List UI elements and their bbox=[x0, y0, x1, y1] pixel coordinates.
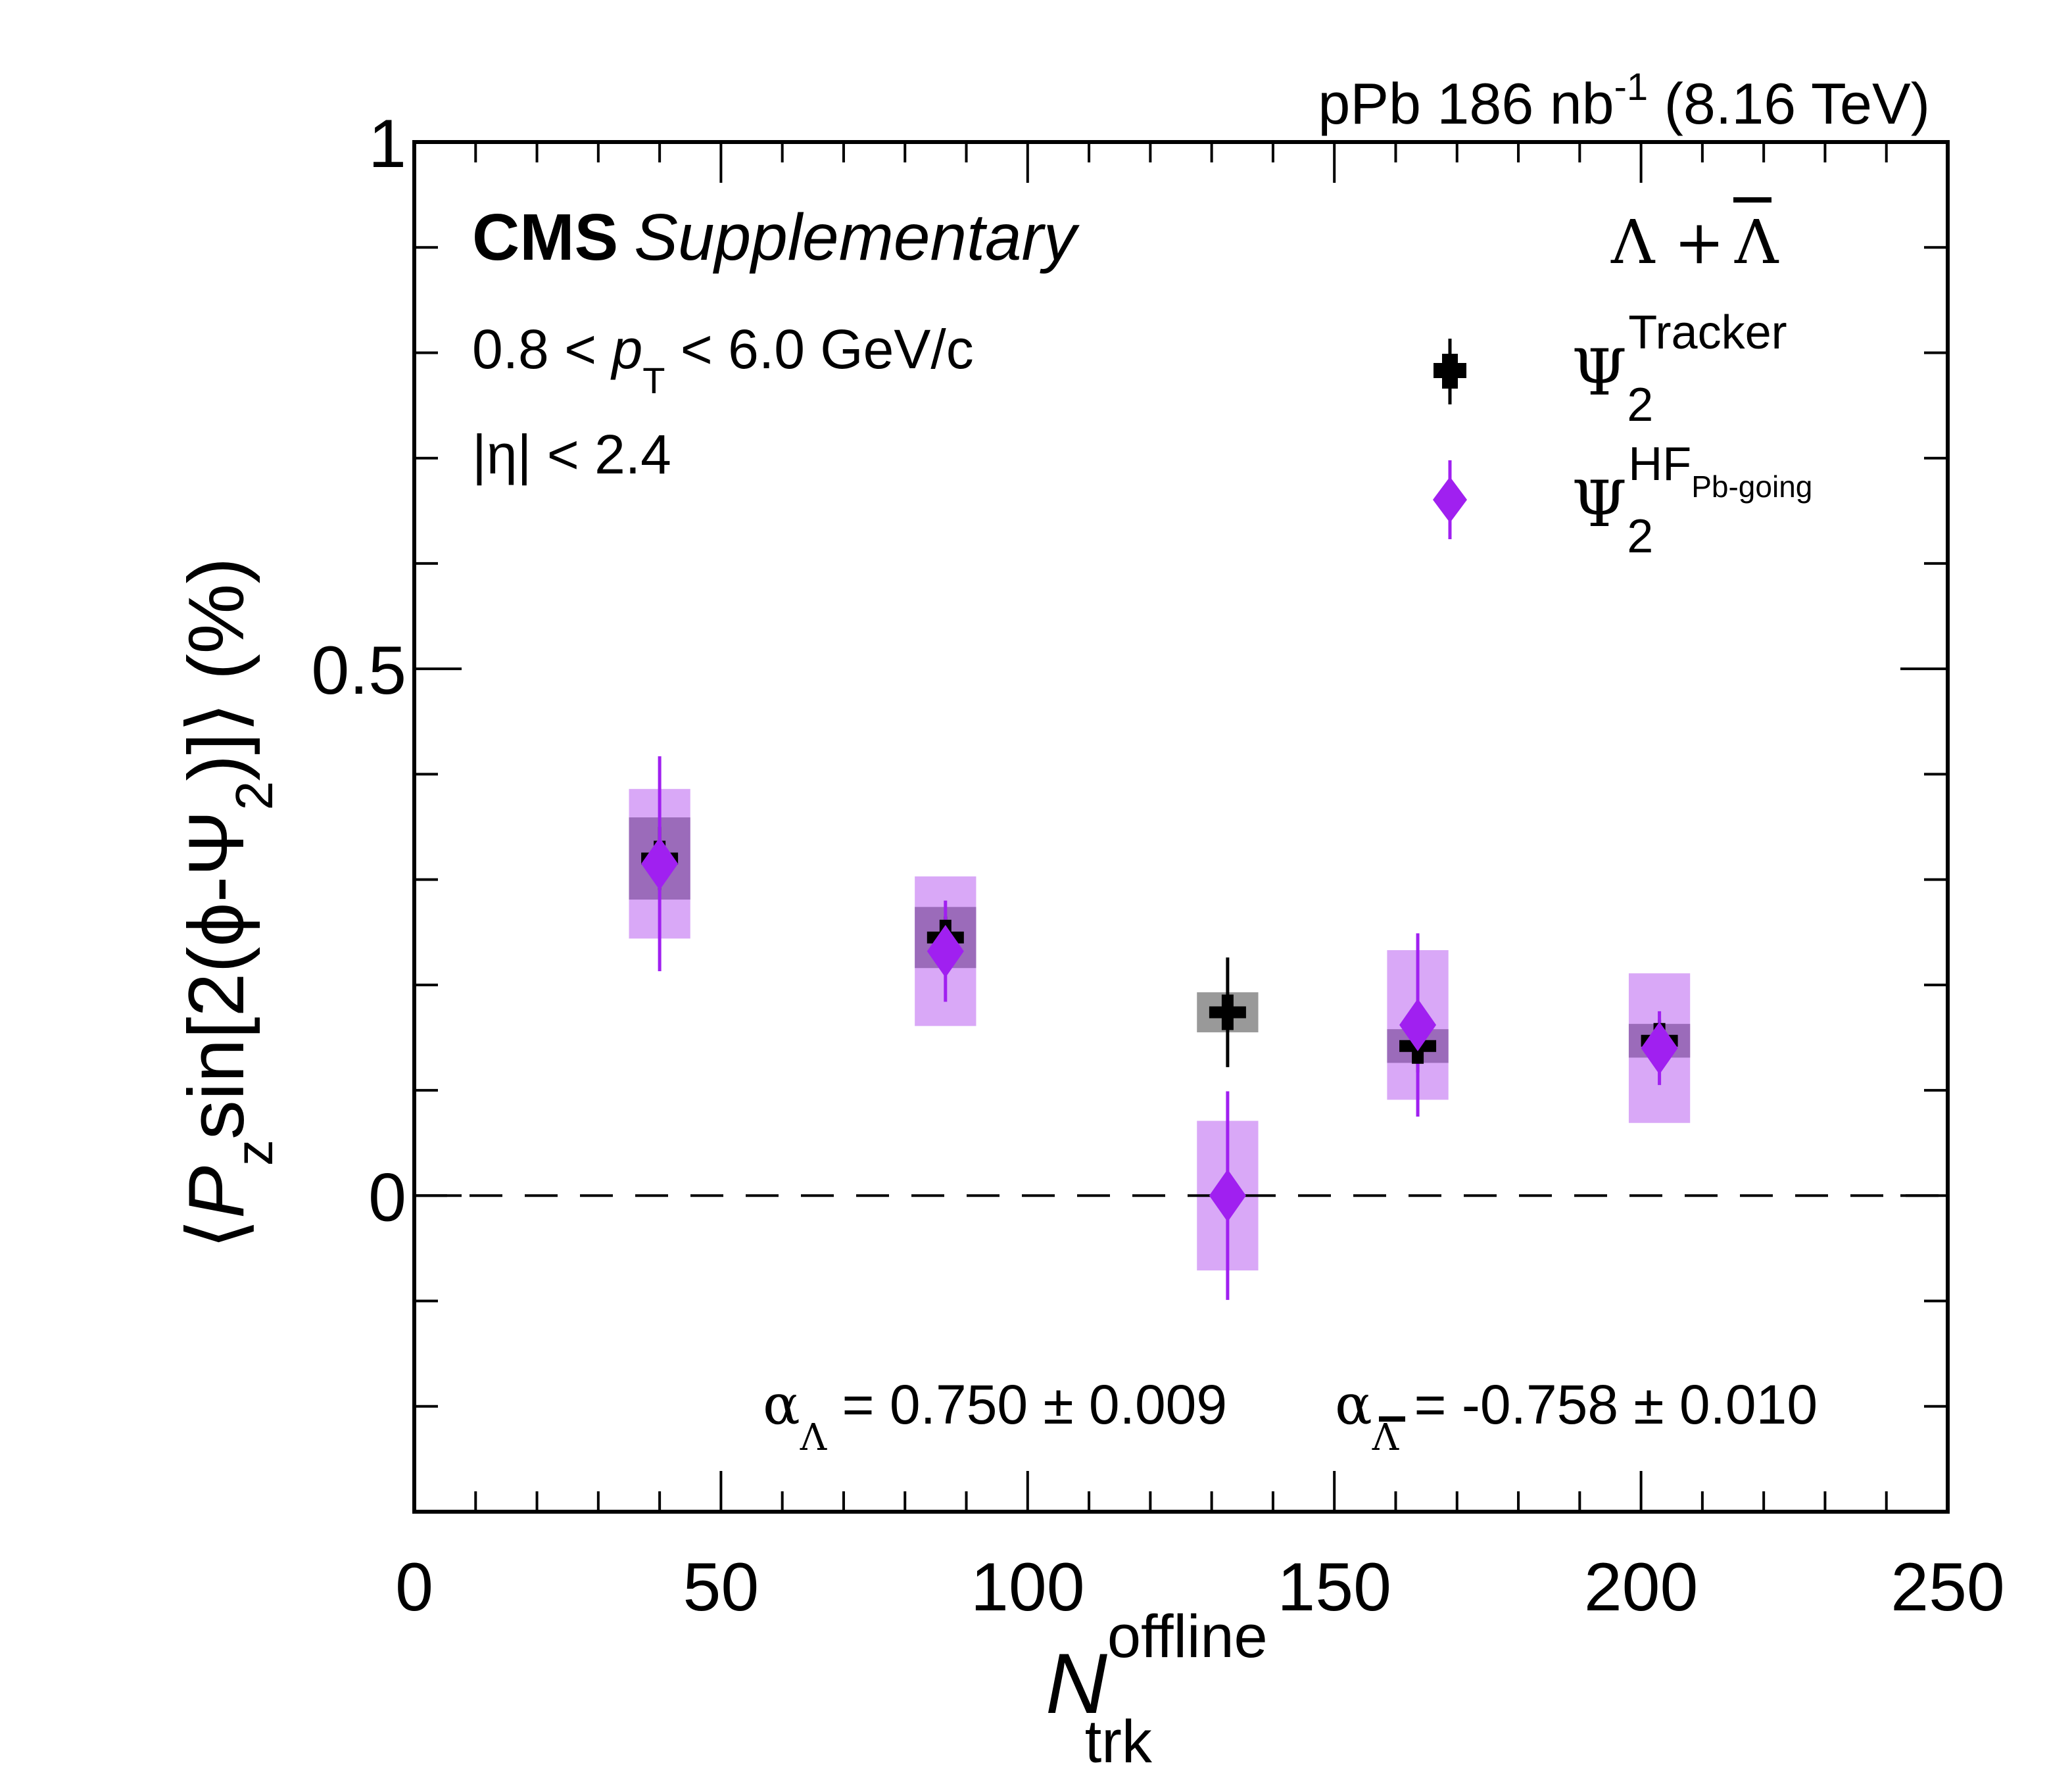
tracker-cross-marker-v bbox=[1221, 994, 1234, 1030]
x-tick-label: 250 bbox=[1891, 1549, 2005, 1625]
plot-frame bbox=[412, 140, 1950, 1514]
y-tick-label: 0.5 bbox=[311, 633, 406, 709]
markers bbox=[641, 837, 1678, 1222]
x-tick-label: 0 bbox=[395, 1549, 433, 1625]
legend-entry-tracker: Ψ2Tracker bbox=[1434, 306, 1787, 431]
hf-diamond-marker bbox=[1209, 1169, 1246, 1222]
experiment-label: CMS Supplementary bbox=[472, 201, 1080, 274]
axis-tick-labels: 0 50 100 150 200 250 0 0.5 1 bbox=[311, 106, 2004, 1625]
hf-diamond-marker bbox=[1399, 998, 1437, 1051]
legend-hf-diamond bbox=[1433, 477, 1467, 523]
legend: Ψ2Tracker Ψ2HFPb-going bbox=[1433, 306, 1812, 563]
legend-tracker-cross-v bbox=[1442, 354, 1458, 389]
luminosity-label: pPb 186 nb-1 (8.16 TeV) bbox=[1318, 66, 1930, 136]
x-tick-label: 50 bbox=[683, 1549, 759, 1625]
particle-label: Λ + Λ bbox=[1610, 197, 1779, 277]
y-tick-label: 0 bbox=[368, 1159, 406, 1236]
x-axis-label: Noffline trk bbox=[1046, 1603, 1268, 1775]
antilambda-subscript-bar bbox=[1379, 1416, 1405, 1422]
y-tick-label: 1 bbox=[368, 106, 406, 182]
legend-entry-hf: Ψ2HFPb-going bbox=[1433, 438, 1812, 563]
alpha-lambda-label: αΛ = 0.750 ± 0.009 bbox=[763, 1372, 1227, 1459]
alpha-annotation: αΛ = 0.750 ± 0.009 αΛ = -0.758 ± 0.010 bbox=[763, 1372, 1818, 1459]
antilambda-label: Λ bbox=[1734, 207, 1779, 277]
axis-ticks bbox=[413, 141, 1949, 1513]
eta-range-label: |η| < 2.4 bbox=[472, 423, 671, 485]
x-tick-label: 150 bbox=[1277, 1549, 1391, 1625]
x-tick-label: 200 bbox=[1584, 1549, 1699, 1625]
hf-diamond-marker bbox=[1641, 1021, 1678, 1074]
hf-diamond-marker bbox=[927, 925, 964, 978]
alpha-antilambda-label: αΛ = -0.758 ± 0.010 bbox=[1335, 1372, 1818, 1459]
pt-range-label: 0.8 < pT < 6.0 GeV/c bbox=[472, 318, 974, 401]
legend-tracker-label: Ψ2Tracker bbox=[1572, 306, 1787, 431]
hf-diamond-marker bbox=[641, 837, 679, 890]
lambda-plus-label: Λ + bbox=[1610, 207, 1725, 277]
legend-hf-label: Ψ2HFPb-going bbox=[1572, 438, 1812, 563]
antilambda-bar bbox=[1733, 197, 1771, 203]
x-tick-label: 100 bbox=[971, 1549, 1085, 1625]
systematic-boxes bbox=[629, 788, 1691, 1271]
stat-error-bars bbox=[658, 756, 1662, 1300]
y-axis-label: ⟨Pzsin[2(ϕ-Ψ2)]⟩ (%) bbox=[171, 558, 283, 1249]
